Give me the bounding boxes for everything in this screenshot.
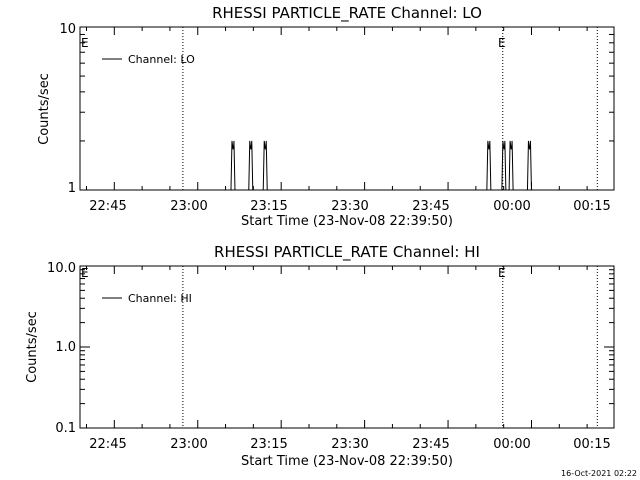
panel-lo-spike: [262, 140, 268, 191]
panel-lo-xtick-labels: 22:45 23:00 23:15 23:30 23:45 00:00 00:1…: [89, 199, 610, 214]
panel-hi-title: RHESSI PARTICLE_RATE Channel: HI: [214, 243, 480, 262]
panel-hi-xtick-label: 00:15: [573, 437, 610, 452]
panel-lo-xtick-label: 00:15: [573, 199, 610, 214]
panel-lo-xlabel: Start Time (23-Nov-08 22:39:50): [241, 214, 453, 229]
panel-hi-ytick-label-10: 10.0: [47, 261, 76, 276]
panel-hi-ylabel: Counts/sec: [25, 311, 40, 383]
panel-lo-ytick-label-1: 1: [68, 181, 76, 196]
panel-hi-marker-label-1: E: [81, 266, 89, 280]
panel-lo-ylabel: Counts/sec: [37, 73, 52, 145]
panel-lo-spike: [508, 140, 514, 191]
panel-lo-spike: [501, 140, 507, 191]
panel-lo-spike: [230, 140, 236, 191]
panel-hi-xtick-label: 00:00: [493, 437, 530, 452]
panel-hi-xtick-labels: 22:45 23:00 23:15 23:30 23:45 00:00 00:1…: [89, 437, 610, 452]
panel-hi-ticks: [80, 265, 614, 429]
panel-lo: RHESSI PARTICLE_RATE Channel: LO E E 1 1…: [37, 4, 615, 229]
panel-lo-xtick-label: 23:45: [412, 199, 449, 214]
panel-hi-xtick-label: 23:15: [250, 437, 287, 452]
panel-lo-marker-label-2: E: [498, 36, 506, 50]
panel-lo-xtick-label: 23:30: [331, 199, 368, 214]
panel-hi-ytick-label-01: 0.1: [55, 421, 76, 436]
panel-hi-ytick-label-1: 1.0: [55, 340, 76, 355]
footer-timestamp: 16-Oct-2021 02:22: [561, 469, 637, 478]
panel-hi-xtick-label: 23:30: [331, 437, 368, 452]
panel-lo-spike: [248, 140, 254, 191]
panel-lo-xtick-label: 23:00: [170, 199, 207, 214]
panel-lo-spike: [486, 140, 492, 191]
panel-hi: RHESSI PARTICLE_RATE Channel: HI E E 0.1…: [25, 243, 615, 469]
panel-hi-xlabel: Start Time (23-Nov-08 22:39:50): [241, 454, 453, 469]
panel-lo-marker-label-1: E: [81, 36, 89, 50]
panel-hi-marker-label-2: E: [498, 266, 506, 280]
panel-hi-xtick-label: 23:45: [412, 437, 449, 452]
panel-lo-xtick-label: 22:45: [89, 199, 126, 214]
panel-lo-xtick-label: 23:15: [250, 199, 287, 214]
panel-hi-legend-label: Channel: HI: [128, 292, 192, 305]
panel-lo-ticks: [80, 26, 614, 191]
panel-lo-ytick-label-10: 10: [59, 22, 76, 37]
panel-lo-legend-label: Channel: LO: [128, 53, 195, 66]
panel-hi-xtick-label: 22:45: [89, 437, 126, 452]
panel-lo-plot-frame: [79, 26, 615, 191]
panel-lo-spike: [526, 140, 532, 191]
panel-lo-data-series: [230, 140, 532, 191]
panel-lo-event-markers: [182, 27, 598, 190]
panel-hi-xtick-label: 23:00: [170, 437, 207, 452]
panel-lo-xtick-label: 00:00: [493, 199, 530, 214]
panel-lo-title: RHESSI PARTICLE_RATE Channel: LO: [212, 4, 482, 23]
panel-hi-plot-frame: [79, 265, 615, 429]
panel-hi-event-markers: [182, 266, 598, 428]
